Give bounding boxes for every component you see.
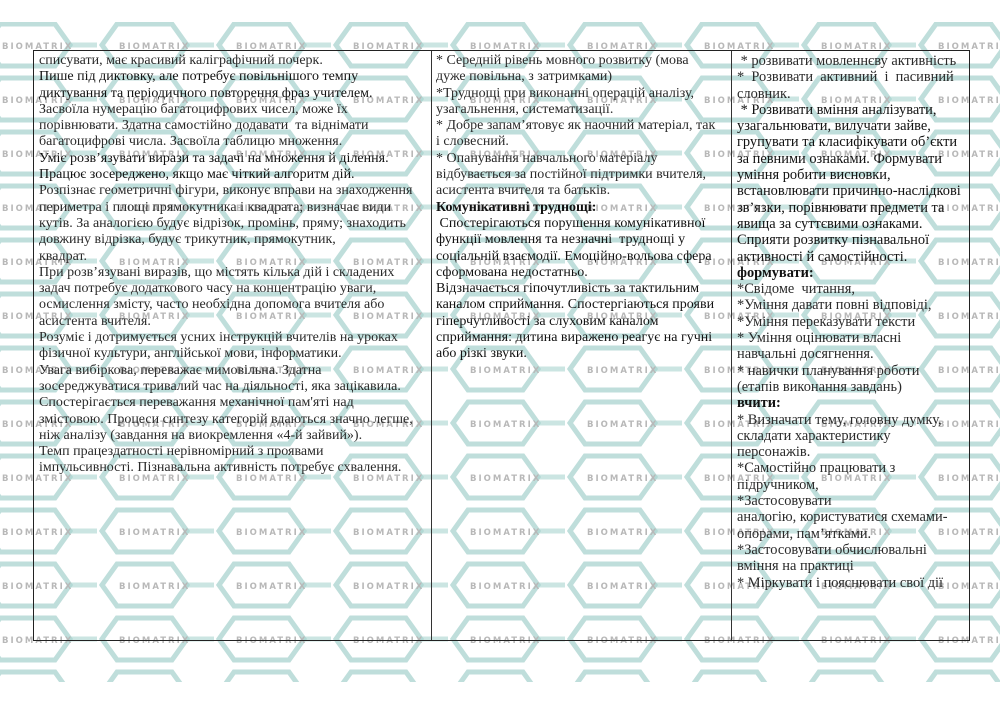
text-line: списувати, має красивий каліграфічний по…: [39, 53, 323, 68]
text-line: * Опанування навчального матеріалу: [436, 150, 658, 166]
text-line: за певними ознаками. Формувати: [737, 150, 942, 167]
document-table: списувати, має красивий каліграфічний по…: [33, 50, 970, 641]
text-line: Темп працездатності нерівномірний з проя…: [39, 444, 324, 460]
text-line: *Уміння переказувати тексти: [737, 313, 916, 330]
section-heading: вчити:: [737, 395, 781, 412]
text-line: або різкі звуки.: [436, 346, 527, 362]
text-line: * Уміння оцінювати власні: [737, 330, 902, 347]
text-line: Відзначається гіпочутливість за тактильн…: [436, 281, 700, 297]
text-line: *Труднощі при виконанні операцій аналізу…: [436, 85, 695, 101]
text-line: осмислення змісту, часто необхідна допом…: [39, 297, 385, 313]
text-line: опорами, пам’ятками.: [737, 525, 872, 542]
text-line: ніж аналізу (завдання на виокремлення «4…: [39, 427, 363, 443]
text-line: гіперчутливості за слуховим каналом: [436, 313, 659, 329]
text-line: узагальнення, систематизації.: [436, 101, 614, 117]
text-line: словник.: [737, 85, 791, 102]
column-goals: * розвивати мовленнєву активність * Розви…: [731, 51, 969, 640]
section-heading: формувати:: [737, 264, 814, 281]
text-line: навчальні досягнення.: [737, 346, 874, 363]
text-line: *Застосовувати: [737, 493, 832, 510]
text-line: диктування та періодичного повторення фр…: [39, 85, 373, 101]
text-line: і словесний.: [436, 134, 509, 150]
text-line: * Міркувати і пояснювати свої дії: [737, 574, 944, 591]
text-line: відбувається за постійної підтримки вчит…: [436, 167, 707, 183]
text-line: * Середній рівень мовного розвитку (мова: [436, 53, 689, 68]
text-line: *Свідоме читання,: [737, 281, 855, 298]
text-line: Спостерігається переважання механічної п…: [39, 395, 354, 411]
text-line: * Добре запам’ятовує як наочний матеріал…: [436, 118, 716, 134]
text-line: (етапів виконання завдань): [737, 378, 902, 395]
column-difficulties: * Середній рівень мовного розвитку (мова…: [431, 51, 731, 640]
text-line: сприймання: дитина виражено реагує на гу…: [436, 330, 713, 346]
text-line: *Уміння давати повні відповіді,: [737, 297, 932, 314]
text-line: * навички планування роботи: [737, 362, 920, 379]
text-line: Засвоїла нумерацію багатоцифрових чисел,…: [39, 101, 348, 117]
text-line: складати характеристику: [737, 427, 891, 444]
text-line: багатоцифрові числа. Засвоїла таблицю мн…: [39, 134, 343, 150]
section-heading: Комунікативні труднощі:: [436, 199, 597, 215]
text-line: порівнювати. Здатна самостійно додавати …: [39, 118, 369, 134]
text-line: функції мовлення та незначні труднощі у: [436, 232, 686, 248]
text-line: зв’язки, порівнювати предмети та: [737, 199, 945, 216]
text-line: фізичної культури, англійської мови, інф…: [39, 346, 342, 362]
text-line: Уміє розв’язувати вирази та задачі на мн…: [39, 150, 389, 166]
text-line: периметра і площі прямокутника і квадрат…: [39, 199, 392, 215]
text-line: При розв’язувані виразів, що містять кіл…: [39, 264, 395, 280]
text-line: квадрат.: [39, 248, 87, 264]
text-line: асистента вчителя та батьків.: [436, 183, 611, 199]
text-line: задач потребує додаткового часу на конце…: [39, 281, 377, 297]
text-line: персонажів.: [737, 444, 811, 461]
text-line: *Застосовувати обчислювальні: [737, 541, 927, 558]
text-line: підручником,: [737, 476, 819, 493]
text-line: групувати та класифікувати об’єкти: [737, 134, 958, 151]
text-line: узагальнювати, вилучати зайве,: [737, 118, 931, 135]
text-line: зосереджуватися тривалий час на діяльнос…: [39, 378, 401, 394]
text-line: Спостерігаються порушення комунікативної: [436, 215, 706, 231]
text-line: аналогію, користуватися схемами-: [737, 509, 948, 526]
text-line: соціальній взаємодії. Емоційно-вольова с…: [436, 248, 712, 264]
text-line: Пише під диктовку, але потребує повільні…: [39, 69, 359, 85]
text-line: імпульсивності. Пізнавальна активність п…: [39, 460, 402, 476]
text-line: вміння на практиці: [737, 558, 854, 575]
text-line: кутів. За аналогією будує відрізок, пром…: [39, 215, 406, 231]
text-line: уміння робити висновки,: [737, 167, 891, 184]
text-line: змістовою. Процеси синтезу категорій вда…: [39, 411, 413, 427]
text-line: Розпізнає геометричні фігури, виконує вп…: [39, 183, 413, 199]
text-line: Сприяти розвитку пізнавальної: [737, 232, 930, 249]
text-line: * Визначати тему, головну думку,: [737, 411, 942, 428]
text-line: *Самостійно працювати з: [737, 460, 896, 477]
text-line: каналом сприймання. Спостергіаються проя…: [436, 297, 715, 313]
text-line: встановлювати причинно-наслідкові: [737, 183, 961, 200]
text-line: активності й самостійності.: [737, 248, 908, 265]
text-line: явища за суттєвими ознаками.: [737, 215, 923, 232]
text-line: * Розвивати активний і пасивний: [737, 69, 954, 86]
text-line: сформована недостатньо.: [436, 264, 588, 280]
text-line: * Розвивати вміння аналізувати,: [737, 101, 937, 118]
text-line: * розвивати мовленнєву активність: [737, 53, 957, 69]
text-line: Увага вибіркова, переважає мимовільна. З…: [39, 362, 322, 378]
text-line: асистента вчителя.: [39, 313, 151, 329]
text-line: дуже повільна, з затримками): [436, 69, 613, 85]
column-current-state: списувати, має красивий каліграфічний по…: [34, 51, 431, 640]
text-line: Працює зосереджено, якщо має чіткий алго…: [39, 167, 355, 183]
text-line: Розуміє і дотримується усних інструкцій …: [39, 330, 398, 346]
text-line: довжину відрізка, будує трикутник, прямо…: [39, 232, 336, 248]
